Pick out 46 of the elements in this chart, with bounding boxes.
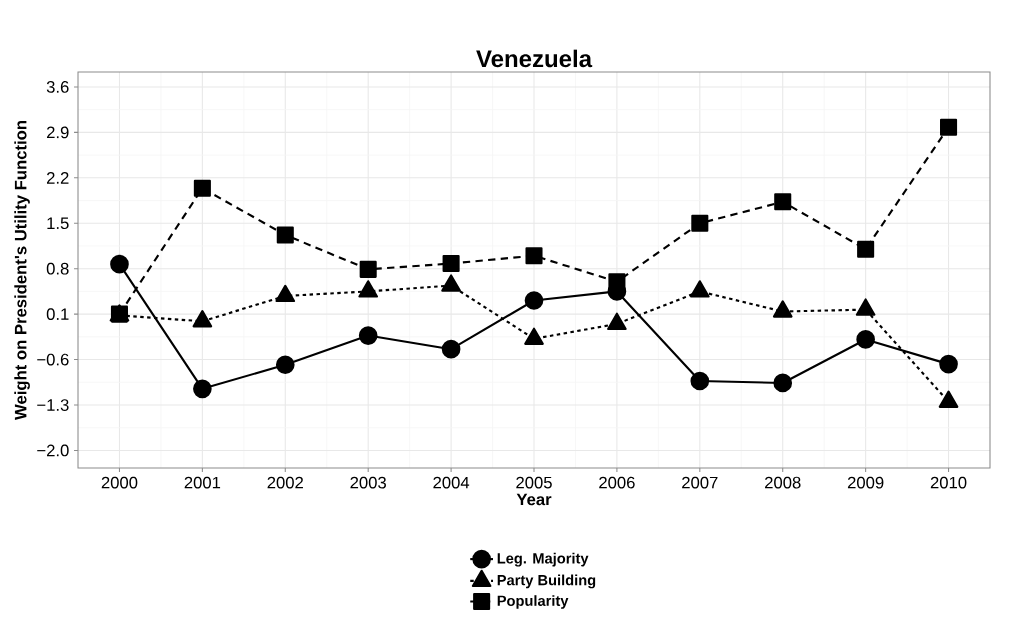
chart-title: Venezuela <box>476 49 593 68</box>
y-tick-label: 1.5 <box>47 217 69 230</box>
point <box>442 254 460 273</box>
x-tick-label: 2004 <box>433 476 470 489</box>
legend-label: Party Building <box>497 574 596 589</box>
x-tick-label: 2001 <box>184 476 221 489</box>
point <box>276 226 294 244</box>
point <box>441 339 461 359</box>
point <box>110 254 129 274</box>
x-tick-label: 2010 <box>930 476 967 489</box>
point <box>773 373 793 393</box>
point <box>690 371 710 391</box>
y-tick-label: −0.6 <box>37 353 69 366</box>
y-tick-label: 2.9 <box>46 126 69 139</box>
y-tick-label: 0.8 <box>46 262 69 275</box>
x-tick-label: 2005 <box>516 476 552 489</box>
point <box>774 193 792 211</box>
x-tick-label: 2003 <box>350 476 386 489</box>
point <box>525 247 543 265</box>
point <box>193 179 211 197</box>
y-axis-title: Weight on President's Utility Function <box>14 121 30 420</box>
point <box>856 330 875 349</box>
y-tick-label: −1.3 <box>37 399 69 411</box>
point <box>691 214 709 232</box>
x-axis-title: Year <box>516 493 552 506</box>
point <box>359 260 377 278</box>
point <box>193 379 212 399</box>
point <box>608 273 626 291</box>
point <box>358 326 378 345</box>
point <box>275 355 295 375</box>
y-tick-label: 2.2 <box>46 172 69 184</box>
y-tick-label: −2.0 <box>37 444 69 457</box>
x-tick-label: 2008 <box>765 476 801 489</box>
x-tick-label: 2006 <box>599 476 635 489</box>
y-tick-label: 3.6 <box>46 81 69 93</box>
legend-label: Leg. Majority <box>497 552 589 567</box>
legend-label: Popularity <box>497 595 569 609</box>
x-tick-label: 2000 <box>101 476 138 489</box>
x-tick-label: 2002 <box>267 476 303 489</box>
point <box>940 118 958 136</box>
point <box>857 240 875 258</box>
y-tick-label: 0.1 <box>46 308 69 321</box>
x-tick-label: 2007 <box>682 476 718 489</box>
x-tick-label: 2009 <box>847 476 884 489</box>
point <box>524 291 544 310</box>
point <box>939 354 958 374</box>
